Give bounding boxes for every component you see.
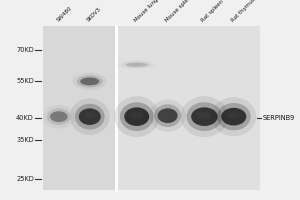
Bar [116,26,260,190]
Ellipse shape [50,111,68,122]
Ellipse shape [191,107,218,126]
Ellipse shape [54,114,64,118]
Ellipse shape [84,112,96,118]
Text: 70KD: 70KD [16,47,34,53]
Ellipse shape [120,102,154,131]
Ellipse shape [162,112,173,117]
Ellipse shape [154,104,181,127]
Text: SERPINB9: SERPINB9 [262,115,295,121]
Text: Mouse lung: Mouse lung [133,0,159,23]
Ellipse shape [158,108,178,123]
Text: 25KD: 25KD [16,176,34,182]
Ellipse shape [114,96,159,137]
Ellipse shape [43,105,75,129]
Ellipse shape [85,79,95,82]
Ellipse shape [124,107,149,126]
Ellipse shape [187,102,222,131]
Ellipse shape [221,108,246,125]
Ellipse shape [122,61,152,68]
Ellipse shape [79,108,101,125]
Text: Rat thymus: Rat thymus [230,0,256,23]
Ellipse shape [150,100,186,132]
Ellipse shape [47,108,71,125]
Ellipse shape [77,75,103,87]
Ellipse shape [80,77,99,85]
Text: Rat spleen: Rat spleen [201,0,225,23]
Text: Mouse spleen: Mouse spleen [164,0,194,23]
Ellipse shape [181,96,228,137]
Text: 35KD: 35KD [16,137,34,143]
Bar [43,26,116,190]
Ellipse shape [197,112,212,119]
Ellipse shape [73,73,107,90]
Text: 40KD: 40KD [16,115,34,121]
Ellipse shape [227,112,241,119]
Text: SW480: SW480 [55,5,73,23]
Text: SKOV3: SKOV3 [86,6,103,23]
Ellipse shape [75,104,105,130]
Text: 55KD: 55KD [16,78,34,84]
Ellipse shape [126,63,148,67]
Ellipse shape [211,97,256,136]
Ellipse shape [70,98,110,135]
Ellipse shape [217,103,251,130]
Ellipse shape [130,112,144,119]
